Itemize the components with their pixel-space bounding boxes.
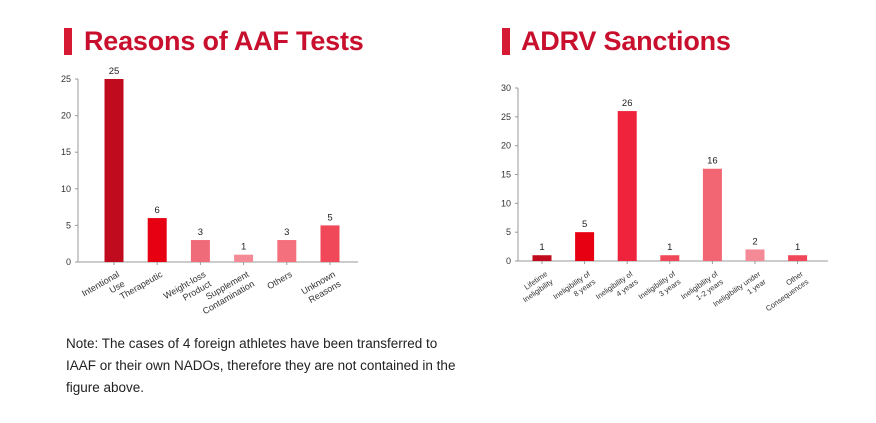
bar	[277, 240, 297, 262]
category-label: LifetimeIneligibility	[516, 269, 555, 304]
y-tick-label: 10	[501, 198, 511, 208]
y-tick-label: 20	[501, 141, 511, 151]
data-label: 1	[539, 242, 544, 253]
y-tick-label: 25	[61, 74, 71, 84]
title-accent-bar-right	[502, 28, 510, 55]
category-label: Others	[265, 269, 294, 291]
y-tick-label: 20	[61, 111, 71, 121]
footnote: Note: The cases of 4 foreign athletes ha…	[66, 336, 456, 395]
data-label: 6	[155, 205, 160, 216]
category-label: Ineligibility of8 years	[551, 269, 598, 309]
y-tick-label: 30	[501, 83, 511, 93]
data-label: 3	[198, 227, 203, 238]
y-tick-label: 0	[66, 257, 71, 267]
y-tick-label: 10	[61, 184, 71, 194]
bar	[234, 254, 254, 262]
aaf-reasons-chart: 051015202525IntentionalUse6Therapeutic3W…	[61, 66, 358, 316]
bar	[147, 218, 167, 262]
data-label: 16	[707, 156, 718, 167]
data-label: 5	[582, 219, 587, 230]
chart-title-aaf: Reasons of AAF Tests	[84, 26, 364, 56]
chart-title-adrv: ADRV Sanctions	[521, 26, 731, 56]
bar	[190, 240, 210, 262]
y-tick-label: 25	[501, 112, 511, 122]
data-label: 26	[622, 98, 633, 109]
data-label: 1	[667, 242, 672, 253]
bar	[788, 255, 808, 261]
bar	[617, 111, 637, 261]
category-label: OtherConsequences	[759, 269, 811, 313]
bar	[702, 168, 722, 261]
bar	[575, 232, 595, 261]
category-label: UnknownReasons	[299, 269, 342, 306]
bar	[104, 79, 124, 262]
y-tick-label: 5	[66, 220, 71, 230]
bar	[532, 255, 552, 261]
y-tick-label: 15	[61, 147, 71, 157]
data-label: 3	[284, 227, 289, 238]
data-label: 2	[752, 236, 757, 247]
category-label: Ineligibility of4 years	[594, 269, 641, 309]
adrv-sanctions-chart: 0 5 10 15 20 25 30 1 LifetimeIneligibility 5 Ineli…	[501, 83, 828, 316]
data-label: 1	[241, 242, 246, 253]
category-label: IntentionalUse	[80, 269, 126, 308]
data-label: 25	[109, 66, 120, 77]
category-label: Ineligibility under1 year	[711, 269, 768, 316]
y-tick-label: 0	[506, 256, 511, 266]
title-accent-bar-left	[64, 28, 72, 55]
y-tick-label: 5	[506, 227, 511, 237]
bar	[320, 225, 340, 262]
bar	[745, 249, 765, 261]
data-label: 5	[327, 212, 332, 223]
data-label: 1	[795, 242, 800, 253]
category-label: Ineligibility of3 years	[637, 269, 684, 309]
bar	[660, 255, 680, 261]
y-tick-label: 15	[501, 170, 511, 180]
